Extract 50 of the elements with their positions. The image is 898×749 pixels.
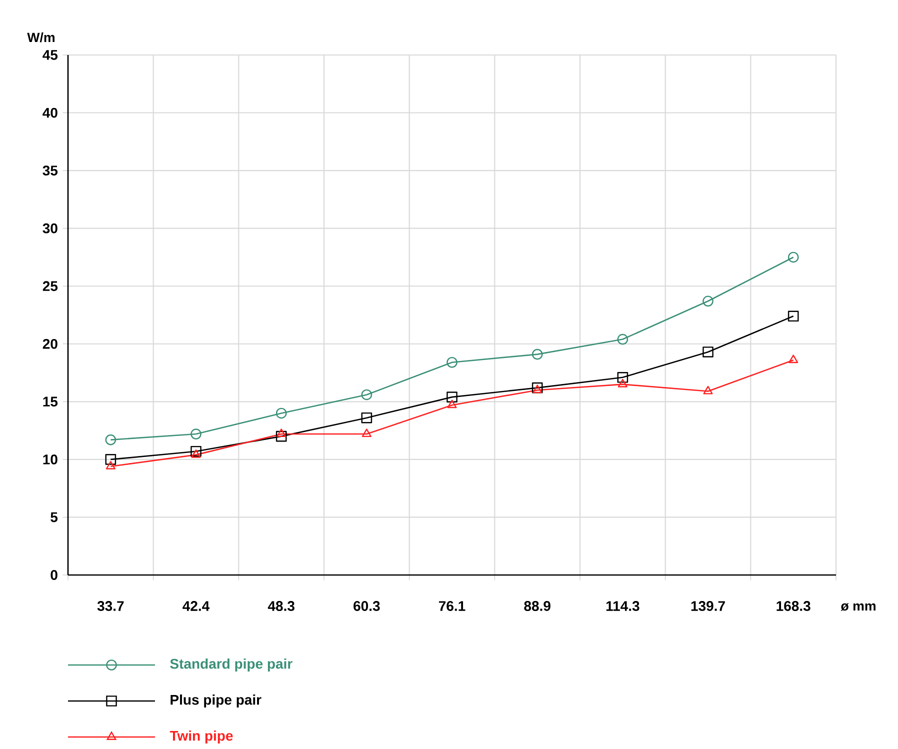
point xyxy=(190,446,202,457)
text: Plus pipe pair xyxy=(170,694,262,708)
point xyxy=(361,412,372,424)
point xyxy=(190,428,202,440)
x-tick-label: 88.9 xyxy=(524,601,550,611)
point xyxy=(618,378,628,388)
y-tick-label: 15 xyxy=(43,396,58,407)
point xyxy=(617,372,628,383)
point xyxy=(702,296,714,307)
x-tick-label: 42.4 xyxy=(182,601,210,611)
y-tick-label: 0 xyxy=(50,570,58,580)
text: Twin pipe xyxy=(170,730,233,744)
x-axis-title: ø mm xyxy=(840,603,876,611)
y-axis-title: W/m xyxy=(27,32,54,42)
point xyxy=(788,310,799,322)
point xyxy=(191,449,201,458)
y-tick-label: 10 xyxy=(43,454,58,464)
point xyxy=(105,454,116,465)
y-tick-label: 20 xyxy=(42,338,58,349)
point xyxy=(106,460,116,470)
y-tick-label: 45 xyxy=(42,50,58,60)
text: Standard pipe pair xyxy=(170,658,292,672)
point xyxy=(446,392,458,402)
point xyxy=(703,386,713,394)
y-tick-label: 5 xyxy=(50,512,58,522)
point xyxy=(361,389,372,400)
point xyxy=(617,334,628,345)
y-tick-label: 25 xyxy=(42,281,58,292)
x-tick-label: 33.7 xyxy=(97,601,124,611)
x-tick-label: 168.3 xyxy=(776,601,810,611)
point xyxy=(276,408,287,419)
y-tick-label: 40 xyxy=(42,108,58,118)
point xyxy=(446,356,458,368)
x-tick-label: 76.1 xyxy=(438,601,466,611)
point xyxy=(276,430,287,442)
x-tick-label: 139.7 xyxy=(691,601,725,611)
point xyxy=(105,434,116,446)
point xyxy=(276,428,286,438)
point xyxy=(447,400,457,408)
point xyxy=(702,346,714,358)
point xyxy=(788,354,798,364)
x-tick-label: 60.3 xyxy=(354,601,380,611)
point xyxy=(362,428,372,438)
point xyxy=(788,252,799,263)
y-tick-label: 30 xyxy=(42,223,58,234)
point xyxy=(532,348,543,360)
x-tick-label: 48.3 xyxy=(268,601,294,611)
y-tick-label: 35 xyxy=(42,166,58,176)
x-tick-label: 114.3 xyxy=(606,601,640,611)
point xyxy=(532,384,542,394)
